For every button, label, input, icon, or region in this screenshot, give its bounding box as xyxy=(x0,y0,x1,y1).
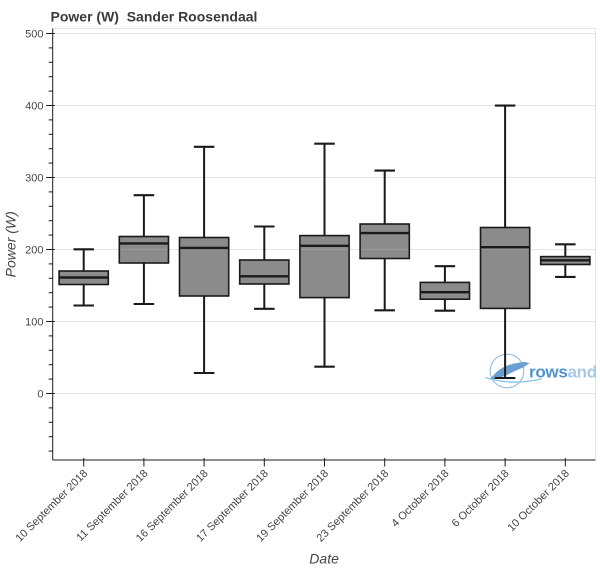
svg-text:Power (W) Sander Roosendaal: Power (W) Sander Roosendaal xyxy=(51,9,258,25)
svg-text:500: 500 xyxy=(25,29,43,41)
svg-text:0: 0 xyxy=(37,389,43,401)
svg-text:300: 300 xyxy=(25,173,43,185)
svg-text:Date: Date xyxy=(309,551,339,567)
svg-text:200: 200 xyxy=(25,245,43,257)
svg-text:400: 400 xyxy=(25,101,43,113)
svg-text:Power (W): Power (W) xyxy=(3,211,19,277)
svg-text:100: 100 xyxy=(25,317,43,329)
svg-text:rowsand: rowsand xyxy=(529,362,597,381)
